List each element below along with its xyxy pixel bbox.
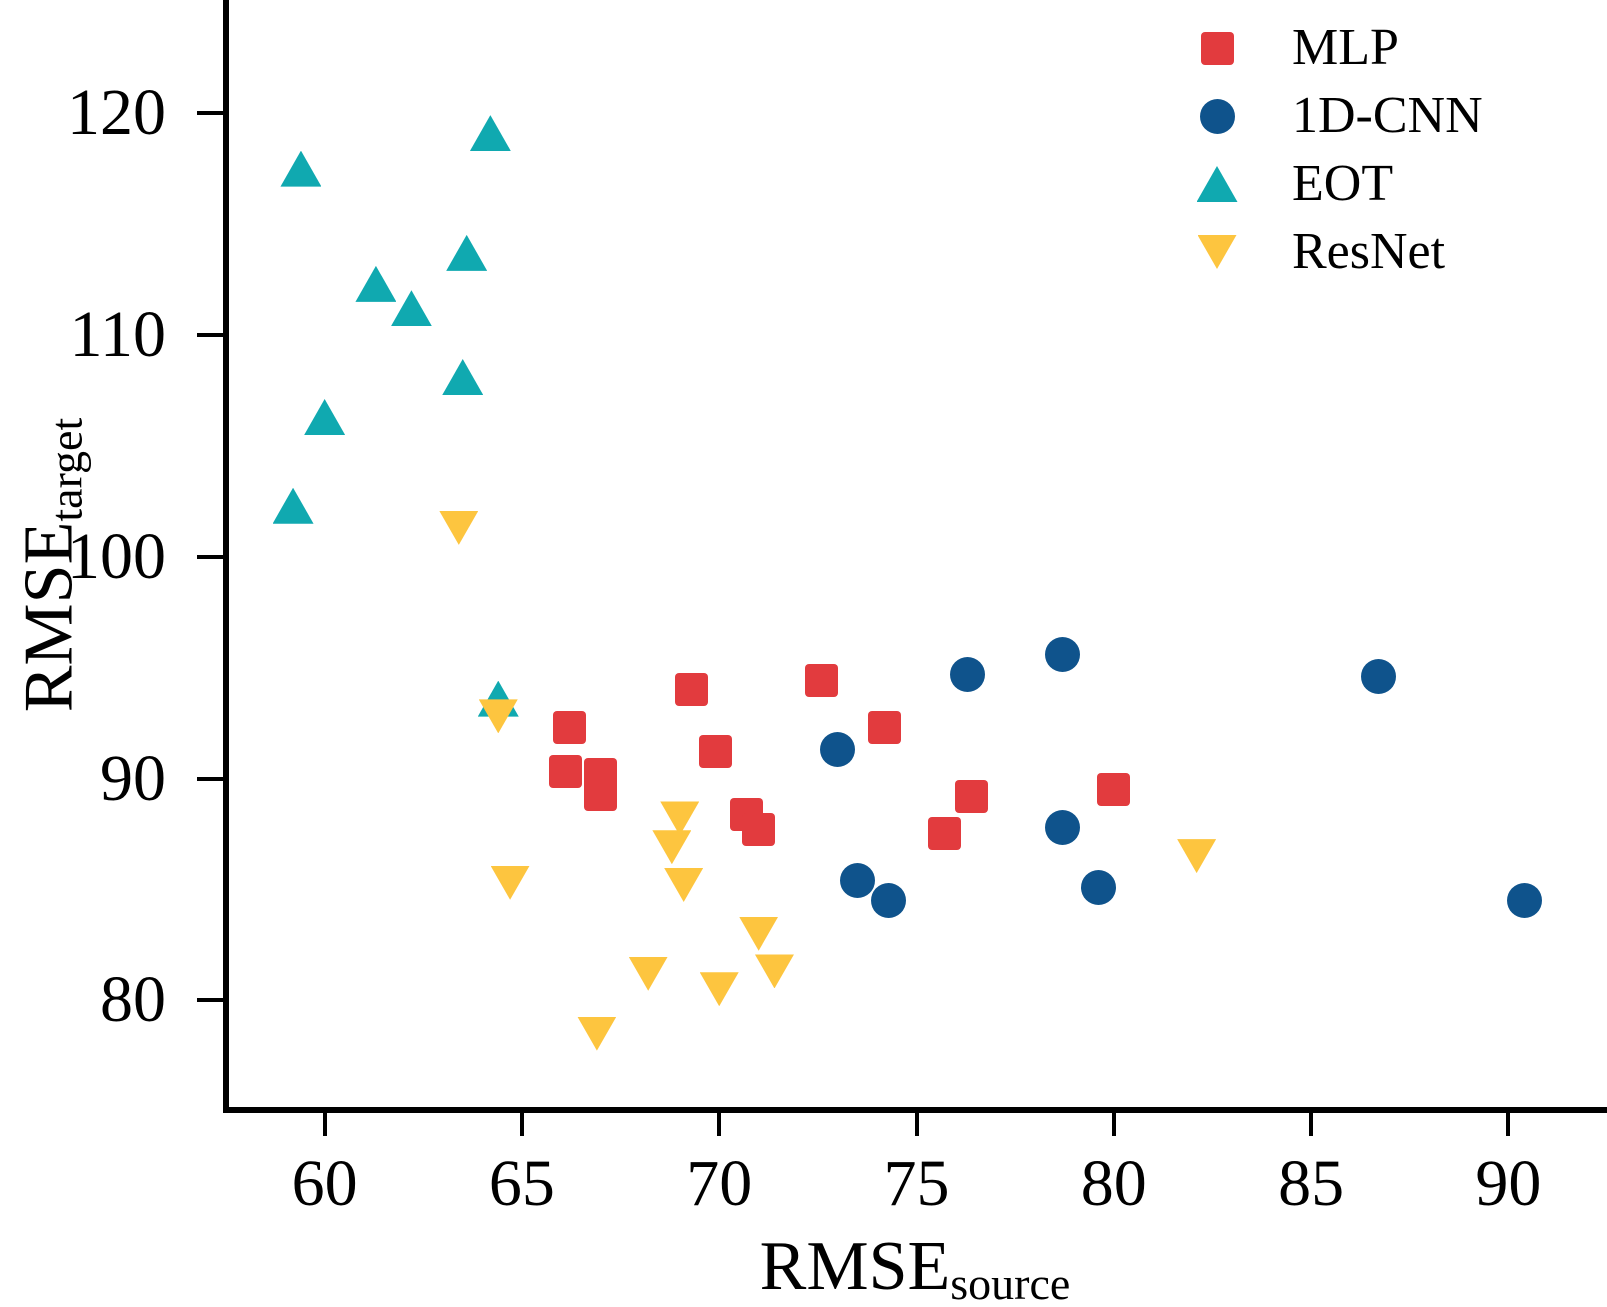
legend-item-1d-cnn: 1D-CNN xyxy=(1195,82,1483,150)
y-axis-title: RMSEtarget xyxy=(10,417,92,713)
y-tick-label: 120 xyxy=(67,76,166,150)
legend-marker-box xyxy=(1195,162,1239,206)
data-point-1d-cnn xyxy=(1044,809,1080,845)
data-point-resnet xyxy=(754,954,794,989)
triangle-down-icon xyxy=(1197,235,1237,269)
data-point-eot xyxy=(390,290,432,327)
data-point-eot xyxy=(280,150,322,187)
legend-marker-box xyxy=(1195,230,1239,274)
y-axis-title-main: RMSE xyxy=(10,521,88,713)
data-point-1d-cnn xyxy=(820,732,856,768)
y-tick-label: 110 xyxy=(69,297,166,371)
x-tick-label: 65 xyxy=(488,1147,555,1220)
legend-label: ResNet xyxy=(1292,223,1446,280)
data-point-1d-cnn xyxy=(1360,658,1396,694)
data-point-mlp xyxy=(742,813,776,847)
data-point-1d-cnn xyxy=(1080,869,1116,905)
data-point-eot xyxy=(355,265,397,302)
x-axis-title-sub: source xyxy=(950,1258,1071,1307)
x-tick-label: 80 xyxy=(1080,1147,1147,1220)
data-point-mlp xyxy=(805,664,839,698)
x-tick-label: 60 xyxy=(291,1147,358,1220)
legend-item-resnet: ResNet xyxy=(1195,218,1483,286)
data-point-resnet xyxy=(439,510,479,545)
data-point-mlp xyxy=(675,673,709,707)
legend-marker-box xyxy=(1195,94,1239,138)
data-point-mlp xyxy=(548,755,582,789)
legend-label: EOT xyxy=(1292,155,1394,212)
x-axis-spine xyxy=(223,1107,1607,1113)
data-point-resnet xyxy=(652,830,692,865)
legend-item-mlp: MLP xyxy=(1195,14,1483,82)
x-tick-mark xyxy=(322,1112,327,1136)
x-tick-mark xyxy=(1111,1112,1116,1136)
data-point-mlp xyxy=(1097,773,1131,807)
data-point-mlp xyxy=(698,735,732,769)
data-point-resnet xyxy=(490,865,530,900)
data-point-1d-cnn xyxy=(950,656,986,692)
x-tick-label: 75 xyxy=(883,1147,950,1220)
data-point-resnet xyxy=(739,916,779,951)
legend: MLP 1D-CNN EOT ResNet xyxy=(1195,14,1483,286)
y-tick-label: 90 xyxy=(100,741,166,815)
y-axis-spine xyxy=(223,0,229,1112)
y-tick-mark xyxy=(197,998,223,1003)
data-point-eot xyxy=(304,398,346,435)
data-point-mlp xyxy=(552,711,586,744)
y-axis-title-sub: target xyxy=(40,417,92,522)
x-tick-mark xyxy=(717,1112,722,1136)
x-tick-mark xyxy=(914,1112,919,1136)
x-tick-mark xyxy=(519,1112,524,1136)
data-point-resnet xyxy=(699,972,739,1007)
legend-item-eot: EOT xyxy=(1195,150,1483,218)
x-axis-title: RMSEsource xyxy=(760,1232,1071,1307)
y-tick-label: 80 xyxy=(100,963,166,1037)
y-tick-mark xyxy=(197,111,223,116)
data-point-mlp xyxy=(927,817,961,851)
data-point-1d-cnn xyxy=(839,863,875,899)
data-point-mlp xyxy=(955,779,989,813)
x-axis-title-main: RMSE xyxy=(759,1228,951,1305)
square-icon xyxy=(1200,31,1234,65)
y-tick-mark xyxy=(197,332,223,337)
x-tick-label: 90 xyxy=(1475,1147,1542,1220)
data-point-resnet xyxy=(664,867,704,902)
data-point-1d-cnn xyxy=(871,883,907,918)
data-point-eot xyxy=(469,115,511,152)
x-tick-mark xyxy=(1506,1112,1511,1136)
data-point-resnet xyxy=(1177,839,1217,874)
x-tick-label: 70 xyxy=(686,1147,753,1220)
data-point-eot xyxy=(446,234,488,271)
legend-label: MLP xyxy=(1292,19,1399,76)
triangle-up-icon xyxy=(1196,166,1238,202)
y-tick-mark xyxy=(197,554,223,559)
data-point-mlp xyxy=(584,777,618,811)
circle-icon xyxy=(1199,98,1235,134)
data-point-resnet xyxy=(577,1016,617,1051)
x-tick-label: 85 xyxy=(1278,1147,1345,1220)
data-point-resnet xyxy=(628,956,668,991)
data-point-1d-cnn xyxy=(1506,883,1542,918)
data-point-1d-cnn xyxy=(1044,636,1080,672)
data-point-eot xyxy=(272,487,314,524)
y-tick-mark xyxy=(197,776,223,781)
x-tick-mark xyxy=(1309,1112,1314,1136)
data-point-mlp xyxy=(868,711,902,744)
data-point-eot xyxy=(442,359,484,396)
y-tick-label: 100 xyxy=(67,519,166,593)
legend-label: 1D-CNN xyxy=(1292,87,1483,144)
legend-marker-box xyxy=(1195,26,1239,70)
